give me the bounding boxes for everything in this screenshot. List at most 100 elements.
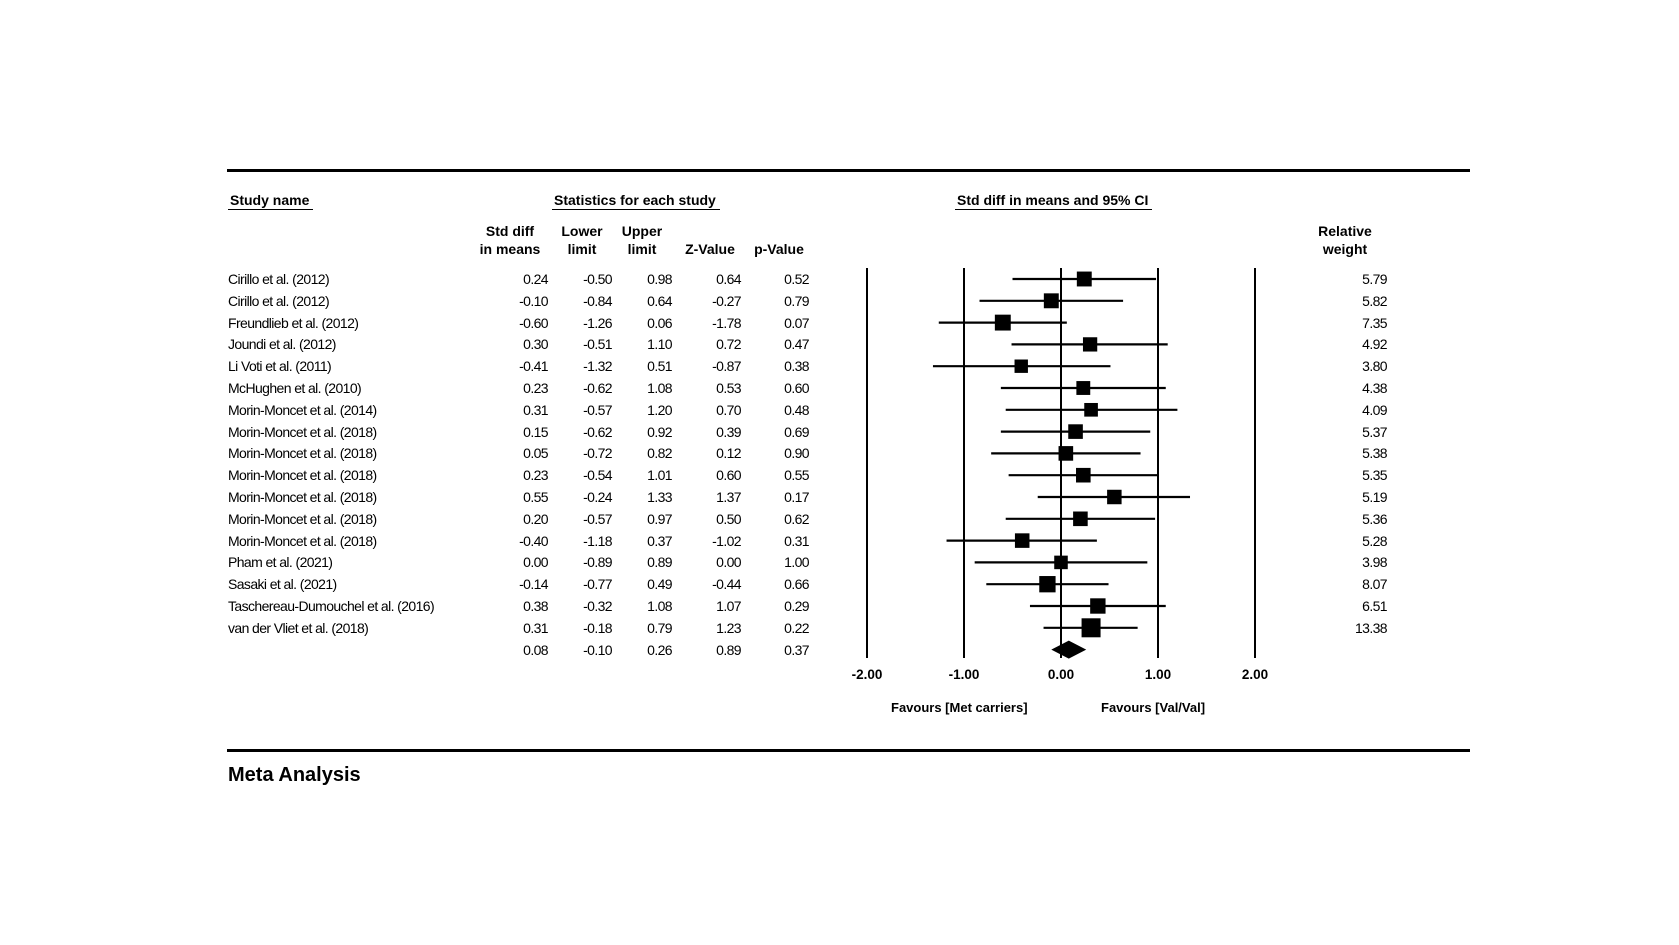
study-name-cell: Morin-Moncet et al. (2018) bbox=[228, 445, 377, 462]
p-cell: 1.00 bbox=[784, 554, 809, 571]
col-weight-line2: weight bbox=[1322, 241, 1368, 257]
statistics-header: Statistics for each study bbox=[552, 192, 720, 210]
study-name-cell: Taschereau-Dumouchel et al. (2016) bbox=[228, 598, 435, 614]
study-name-cell: Morin-Moncet et al. (2018) bbox=[228, 489, 377, 505]
lower-cell: -0.18 bbox=[583, 619, 613, 636]
study-name-cell: Li Voti et al. (2011) bbox=[228, 358, 332, 375]
upper-cell: 0.79 bbox=[647, 619, 672, 636]
z-cell: -1.02 bbox=[712, 532, 742, 549]
p-cell: 0.69 bbox=[784, 423, 809, 440]
p-cell: 0.31 bbox=[784, 532, 809, 549]
z-cell: 0.72 bbox=[716, 336, 741, 353]
lower-cell: -0.50 bbox=[583, 271, 613, 287]
upper-cell: 0.51 bbox=[647, 358, 672, 375]
x-tick-label: 1.00 bbox=[1144, 667, 1172, 682]
smd-cell: 0.23 bbox=[523, 467, 548, 484]
effect-square bbox=[1082, 337, 1098, 352]
upper-cell: 0.64 bbox=[647, 292, 672, 309]
lower-cell: -0.57 bbox=[583, 510, 613, 527]
p-cell: 0.55 bbox=[784, 467, 809, 484]
col-upper-line1: Upper bbox=[621, 223, 663, 239]
study-name-cell: Morin-Moncet et al. (2014) bbox=[228, 401, 377, 418]
study-name-cell: Morin-Moncet et al. (2018) bbox=[228, 532, 377, 549]
weight-cell: 5.37 bbox=[1362, 423, 1387, 440]
smd-cell: -0.10 bbox=[519, 292, 549, 309]
lower-cell: -0.84 bbox=[583, 292, 613, 309]
weight-cell: 5.38 bbox=[1362, 445, 1387, 462]
lower-cell: -0.54 bbox=[583, 467, 613, 484]
z-cell: 0.60 bbox=[716, 467, 741, 484]
smd-cell: 0.38 bbox=[523, 598, 548, 614]
weight-cell: 5.28 bbox=[1362, 532, 1387, 549]
z-cell: 0.39 bbox=[716, 423, 741, 440]
summary-lower-cell: -0.10 bbox=[583, 641, 613, 658]
upper-cell: 1.33 bbox=[647, 489, 672, 505]
z-cell: 0.70 bbox=[716, 401, 741, 418]
p-cell: 0.48 bbox=[784, 401, 809, 418]
weight-cell: 7.35 bbox=[1362, 314, 1387, 331]
weight-cell: 8.07 bbox=[1362, 576, 1387, 593]
upper-cell: 1.08 bbox=[647, 598, 672, 614]
upper-cell: 0.37 bbox=[647, 532, 672, 549]
x-tick-label: -2.00 bbox=[851, 667, 883, 682]
weight-cell: 5.82 bbox=[1362, 292, 1387, 309]
upper-cell: 0.06 bbox=[647, 314, 672, 331]
study-name-cell: Pham et al. (2021) bbox=[228, 554, 333, 571]
study-name-cell: Cirillo et al. (2012) bbox=[228, 292, 330, 309]
z-cell: -0.27 bbox=[712, 292, 742, 309]
smd-cell: 0.23 bbox=[523, 380, 548, 396]
z-cell: 0.00 bbox=[716, 554, 741, 571]
p-cell: 0.90 bbox=[784, 445, 809, 462]
z-cell: 0.64 bbox=[716, 271, 741, 287]
effect-square bbox=[1076, 271, 1092, 287]
weight-cell: 5.19 bbox=[1362, 489, 1387, 505]
col-p-header: p-Value bbox=[746, 240, 812, 258]
upper-cell: 0.97 bbox=[647, 510, 672, 527]
col-std-diff-line2: in means bbox=[479, 241, 541, 257]
smd-cell: 0.15 bbox=[523, 423, 548, 440]
col-std-diff-header: Std diff in means bbox=[470, 222, 550, 258]
p-cell: 0.17 bbox=[784, 489, 809, 505]
summary-p-cell: 0.37 bbox=[784, 641, 809, 658]
weight-cell: 4.09 bbox=[1362, 401, 1387, 418]
study-name-cell: Morin-Moncet et al. (2018) bbox=[228, 467, 377, 484]
upper-cell: 0.92 bbox=[647, 423, 672, 440]
p-cell: 0.79 bbox=[784, 292, 809, 309]
col-std-diff-line1: Std diff bbox=[485, 223, 535, 239]
p-cell: 0.60 bbox=[784, 380, 809, 396]
p-cell: 0.29 bbox=[784, 598, 809, 614]
upper-cell: 0.49 bbox=[647, 576, 672, 593]
lower-cell: -1.32 bbox=[583, 358, 613, 375]
study-name-cell: van der Vliet et al. (2018) bbox=[228, 619, 369, 636]
upper-cell: 0.82 bbox=[647, 445, 672, 462]
z-cell: 0.53 bbox=[716, 380, 741, 396]
smd-cell: 0.20 bbox=[523, 510, 548, 527]
x-tick-label: 2.00 bbox=[1241, 667, 1269, 682]
col-upper-line2: limit bbox=[627, 241, 657, 257]
summary-z-cell: 0.89 bbox=[716, 641, 741, 658]
col-z-header: Z-Value bbox=[676, 240, 744, 258]
smd-cell: -0.40 bbox=[519, 532, 549, 549]
p-cell: 0.62 bbox=[784, 510, 809, 527]
smd-cell: 0.24 bbox=[523, 271, 548, 287]
z-cell: -0.44 bbox=[712, 576, 742, 593]
effect-square bbox=[1081, 618, 1101, 638]
smd-cell: -0.14 bbox=[519, 576, 549, 593]
upper-cell: 1.01 bbox=[647, 467, 672, 484]
p-cell: 0.22 bbox=[784, 619, 809, 636]
lower-cell: -0.72 bbox=[583, 445, 613, 462]
lower-cell: -1.26 bbox=[583, 314, 613, 331]
lower-cell: -0.89 bbox=[583, 554, 613, 571]
upper-cell: 1.20 bbox=[647, 401, 672, 418]
summary-smd-cell: 0.08 bbox=[523, 641, 548, 658]
effect-square bbox=[994, 314, 1011, 331]
lower-cell: -0.77 bbox=[583, 576, 613, 593]
col-lower-line1: Lower bbox=[561, 223, 603, 239]
z-cell: -0.87 bbox=[712, 358, 742, 375]
smd-cell: -0.60 bbox=[519, 314, 549, 331]
effect-square bbox=[1014, 359, 1028, 373]
effect-square bbox=[1068, 424, 1083, 439]
weight-cell: 13.38 bbox=[1354, 619, 1388, 636]
smd-cell: 0.31 bbox=[523, 401, 548, 418]
